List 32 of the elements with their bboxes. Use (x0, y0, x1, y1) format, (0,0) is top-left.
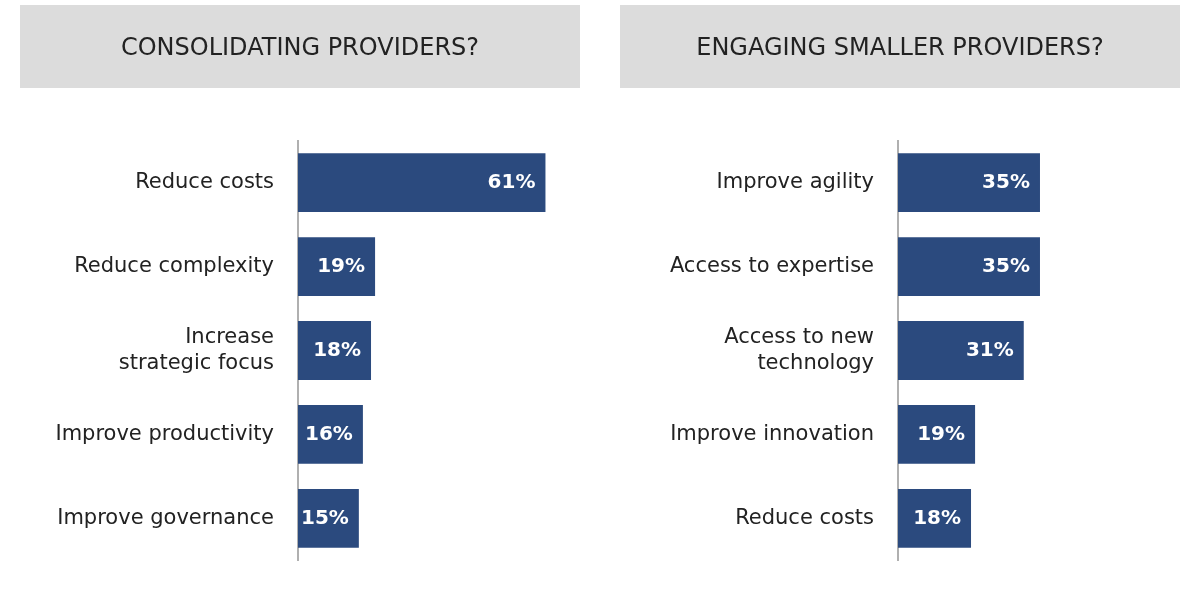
data-label: 18% (913, 504, 962, 529)
y-tick-label: Access to expertise (669, 252, 874, 277)
bar (898, 153, 1040, 212)
data-label: 19% (917, 420, 966, 445)
y-tick-label: Reduce complexity (74, 252, 274, 277)
bar (898, 237, 1040, 296)
y-tick-label: Improve innovation (670, 420, 874, 445)
bar (298, 405, 363, 464)
data-label: 19% (317, 252, 366, 277)
y-tick-label: Reduce costs (735, 504, 874, 529)
chart-title: ENGAGING SMALLER PROVIDERS? (620, 5, 1180, 88)
y-tick-label: Improve governance (57, 504, 274, 529)
data-label: 31% (965, 336, 1014, 361)
y-tick-label: Improve productivity (55, 420, 274, 445)
bar (898, 489, 972, 548)
data-label: 35% (982, 168, 1030, 193)
y-tick-label: Increase strategic focus (118, 324, 274, 374)
data-label: 61% (487, 168, 536, 193)
data-label: 18% (313, 336, 362, 361)
data-label: 16% (305, 420, 353, 445)
bar (898, 405, 976, 464)
bar (898, 321, 1024, 380)
bar (298, 489, 359, 548)
data-label: 35% (982, 252, 1030, 277)
y-tick-label: Reduce costs (135, 169, 274, 194)
bar (298, 237, 376, 296)
bar (298, 153, 546, 212)
chart-title: CONSOLIDATING PROVIDERS? (20, 5, 580, 88)
data-label: 15% (300, 504, 349, 529)
y-tick-label: Access to new technology (724, 324, 874, 374)
y-tick-label: Improve agility (716, 169, 874, 194)
bar (298, 321, 372, 380)
